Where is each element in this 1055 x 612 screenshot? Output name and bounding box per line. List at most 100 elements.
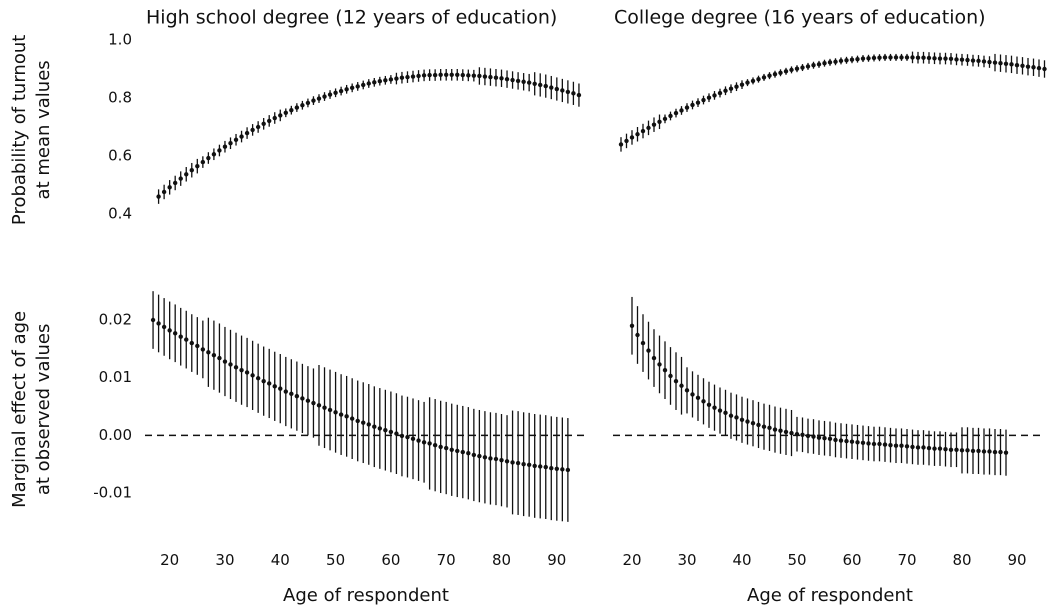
point — [250, 127, 255, 133]
point — [822, 61, 827, 66]
point — [316, 403, 322, 408]
point — [366, 422, 371, 427]
point — [712, 93, 717, 98]
point — [624, 138, 629, 144]
point — [800, 432, 805, 437]
point — [349, 85, 355, 91]
point — [361, 420, 366, 425]
point — [289, 107, 294, 113]
point — [239, 367, 244, 373]
point — [866, 441, 871, 446]
point — [717, 408, 723, 413]
point — [679, 108, 684, 113]
point — [767, 73, 772, 78]
point — [222, 359, 228, 364]
point — [178, 334, 183, 339]
point — [723, 88, 728, 93]
point — [366, 81, 371, 86]
point — [250, 373, 255, 378]
point — [855, 56, 860, 62]
point — [327, 407, 333, 413]
point — [300, 396, 305, 401]
point — [349, 416, 355, 421]
point — [849, 57, 855, 62]
point — [200, 159, 206, 165]
point — [1020, 63, 1025, 69]
point — [383, 427, 388, 433]
point — [888, 442, 893, 448]
point — [172, 180, 178, 186]
point — [455, 448, 460, 454]
point — [948, 56, 954, 62]
point — [515, 460, 521, 466]
point — [750, 78, 756, 84]
point — [1014, 63, 1020, 68]
point — [427, 72, 432, 78]
point — [361, 82, 366, 88]
point — [849, 439, 855, 444]
point — [322, 94, 327, 99]
point — [827, 436, 833, 442]
panel-title: College degree (16 years of education) — [614, 7, 986, 29]
point — [571, 91, 576, 96]
x-tick-label: 60 — [842, 551, 861, 569]
point — [937, 56, 943, 61]
point — [206, 350, 211, 355]
point — [377, 78, 383, 84]
point — [576, 92, 582, 98]
point — [206, 155, 211, 161]
y-axis-label: Probability of turnout — [9, 35, 30, 225]
point — [333, 90, 338, 95]
point — [261, 121, 266, 127]
point — [244, 370, 250, 375]
point — [510, 460, 515, 465]
point — [646, 348, 651, 353]
point — [833, 59, 838, 64]
point — [915, 445, 921, 450]
point — [399, 75, 405, 80]
point — [156, 194, 161, 199]
point — [673, 378, 679, 384]
point — [1003, 450, 1009, 455]
point — [267, 381, 272, 386]
point — [998, 61, 1003, 66]
y-tick-label: 1.0 — [108, 31, 132, 49]
point — [877, 55, 882, 60]
point — [640, 128, 646, 134]
x-axis-label: Age of respondent — [283, 585, 449, 606]
point — [427, 441, 432, 446]
point — [443, 445, 449, 451]
point — [460, 72, 465, 78]
y-tick-label: 0.01 — [99, 368, 132, 386]
point — [789, 67, 794, 73]
point — [657, 119, 662, 124]
point — [272, 384, 277, 389]
point — [910, 55, 915, 60]
y-tick-label: 0.6 — [108, 147, 132, 165]
point — [333, 410, 338, 415]
x-tick-label: 80 — [492, 551, 511, 569]
point — [926, 55, 932, 61]
point — [932, 56, 937, 61]
point — [992, 60, 998, 65]
point — [629, 135, 635, 140]
point — [305, 100, 311, 106]
point — [739, 417, 745, 422]
point — [992, 449, 998, 455]
point — [405, 74, 410, 80]
x-axis-label: Age of respondent — [747, 585, 913, 606]
x-tick-label: 50 — [326, 551, 345, 569]
point — [211, 352, 217, 358]
point — [701, 97, 706, 103]
point — [261, 378, 266, 384]
point — [965, 57, 970, 63]
point — [167, 185, 172, 190]
point — [662, 116, 668, 122]
point — [838, 58, 844, 64]
point — [449, 72, 454, 78]
point — [756, 422, 761, 428]
point — [565, 467, 571, 473]
point — [432, 72, 438, 78]
point — [943, 446, 948, 452]
point — [651, 122, 657, 127]
